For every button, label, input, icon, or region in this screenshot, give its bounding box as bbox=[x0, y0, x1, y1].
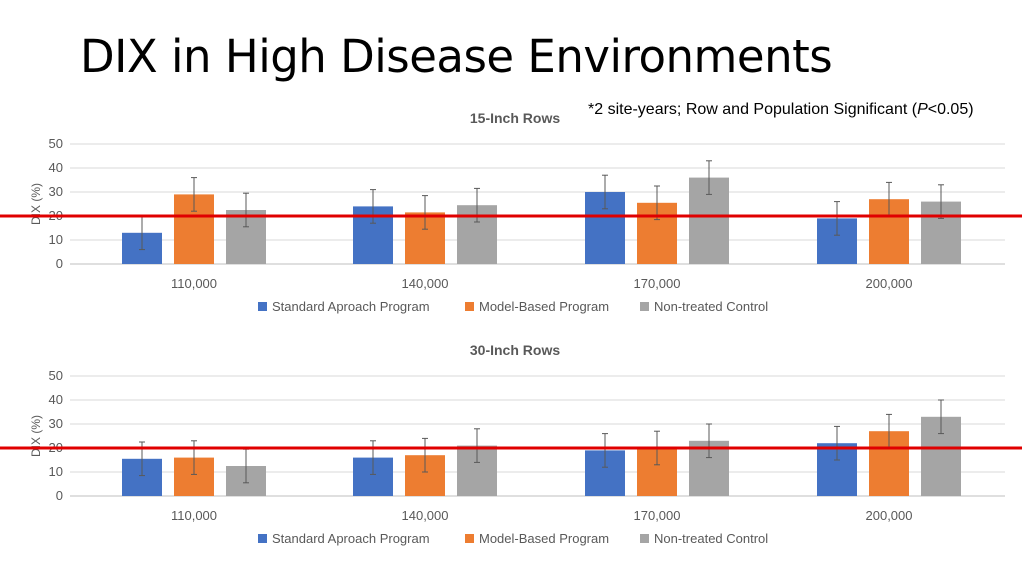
category-label: 170,000 bbox=[634, 508, 681, 523]
category-label: 110,000 bbox=[171, 276, 217, 291]
chart-1: 15-Inch Rows01020304050DIX (%)110,000140… bbox=[0, 110, 1022, 314]
category-label: 200,000 bbox=[866, 276, 913, 291]
y-tick-label: 30 bbox=[49, 184, 63, 199]
legend-label: Non-treated Control bbox=[654, 531, 768, 546]
y-tick-label: 40 bbox=[49, 392, 63, 407]
legend-label: Non-treated Control bbox=[654, 299, 768, 314]
y-tick-label: 0 bbox=[56, 256, 63, 271]
y-tick-label: 50 bbox=[49, 368, 63, 383]
chart-title: 15-Inch Rows bbox=[470, 110, 560, 126]
legend-label: Standard Aproach Program bbox=[272, 531, 430, 546]
legend-swatch bbox=[640, 534, 649, 543]
category-label: 170,000 bbox=[634, 276, 681, 291]
y-tick-label: 0 bbox=[56, 488, 63, 503]
category-label: 200,000 bbox=[866, 508, 913, 523]
significance-note: *2 site-years; Row and Population Signif… bbox=[588, 101, 974, 119]
note-p: P bbox=[917, 101, 928, 118]
legend-label: Model-Based Program bbox=[479, 531, 609, 546]
note-prefix: *2 site-years; Row and Population Signif… bbox=[588, 101, 918, 118]
legend-label: Model-Based Program bbox=[479, 299, 609, 314]
y-tick-label: 50 bbox=[49, 136, 63, 151]
chart-title: 30-Inch Rows bbox=[470, 342, 560, 358]
note-suffix: <0.05) bbox=[927, 101, 974, 118]
slide-title: DIX in High Disease Environments bbox=[80, 30, 833, 83]
legend-swatch bbox=[258, 534, 267, 543]
y-axis-label: DIX (%) bbox=[29, 415, 43, 457]
legend-swatch bbox=[258, 302, 267, 311]
legend-label: Standard Aproach Program bbox=[272, 299, 430, 314]
chart-2: 30-Inch Rows01020304050DIX (%)110,000140… bbox=[0, 342, 1022, 546]
legend-swatch bbox=[465, 534, 474, 543]
category-label: 140,000 bbox=[402, 508, 449, 523]
legend-swatch bbox=[465, 302, 474, 311]
y-tick-label: 10 bbox=[49, 232, 63, 247]
category-label: 110,000 bbox=[171, 508, 217, 523]
y-tick-label: 40 bbox=[49, 160, 63, 175]
y-axis-label: DIX (%) bbox=[29, 183, 43, 225]
category-label: 140,000 bbox=[402, 276, 449, 291]
y-tick-label: 30 bbox=[49, 416, 63, 431]
legend-swatch bbox=[640, 302, 649, 311]
y-tick-label: 10 bbox=[49, 464, 63, 479]
